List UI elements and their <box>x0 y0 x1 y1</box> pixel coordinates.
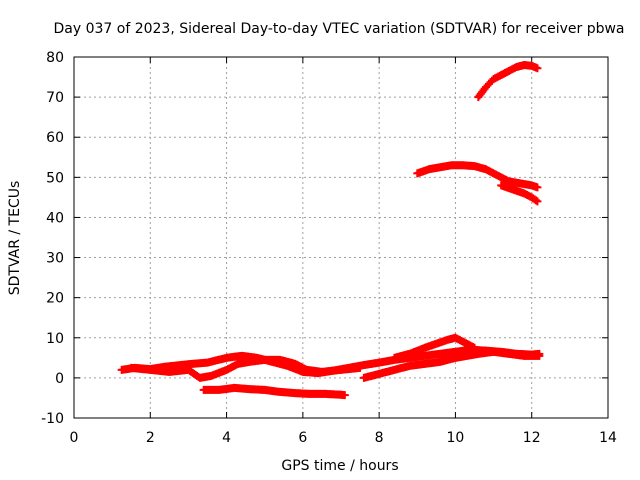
y-axis-label: SDTVAR / TECUs <box>7 181 23 296</box>
y-tick-label: 0 <box>55 371 64 387</box>
y-tick-label: 10 <box>46 331 64 347</box>
series-arc-2 <box>127 355 365 382</box>
x-tick-label: 12 <box>523 430 541 446</box>
y-tick-label: 40 <box>46 210 64 226</box>
series-arc-8 <box>474 61 542 102</box>
data-point <box>533 197 542 206</box>
series-arc-7 <box>497 181 542 206</box>
axis-ticks: 0 2 4 6 8 10 12 14 -10 0 10 20 30 40 50 60 70 80 <box>41 50 617 446</box>
x-tick-label: 2 <box>146 430 155 446</box>
x-tick-label: 14 <box>599 430 617 446</box>
series-arc-6 <box>413 161 542 192</box>
series-arc-5 <box>199 383 349 400</box>
data-point <box>535 351 544 360</box>
y-tick-label: 70 <box>46 90 64 106</box>
series-arc-4 <box>390 333 479 362</box>
data-point <box>533 64 542 73</box>
data-point <box>532 196 541 205</box>
y-tick-label: 20 <box>46 291 64 307</box>
data-point <box>533 183 542 192</box>
plot-frame <box>73 56 609 419</box>
x-tick-label: 0 <box>70 430 79 446</box>
y-tick-label: 60 <box>46 130 64 146</box>
x-tick-label: 6 <box>298 430 307 446</box>
grid-lines <box>74 57 608 418</box>
series-arc-3 <box>359 347 544 382</box>
y-tick-label: -10 <box>41 411 64 427</box>
x-tick-label: 4 <box>222 430 231 446</box>
data-point <box>356 363 365 372</box>
y-tick-label: 80 <box>46 50 64 66</box>
y-tick-label: 30 <box>46 251 64 267</box>
data-point <box>340 391 349 400</box>
data-point <box>470 343 479 352</box>
data-points <box>117 61 544 400</box>
chart-title: Day 037 of 2023, Sidereal Day-to-day VTE… <box>53 21 624 37</box>
x-tick-label: 8 <box>375 430 384 446</box>
x-axis-label: GPS time / hours <box>281 458 398 474</box>
x-tick-label: 10 <box>447 430 465 446</box>
y-tick-label: 50 <box>46 170 64 186</box>
